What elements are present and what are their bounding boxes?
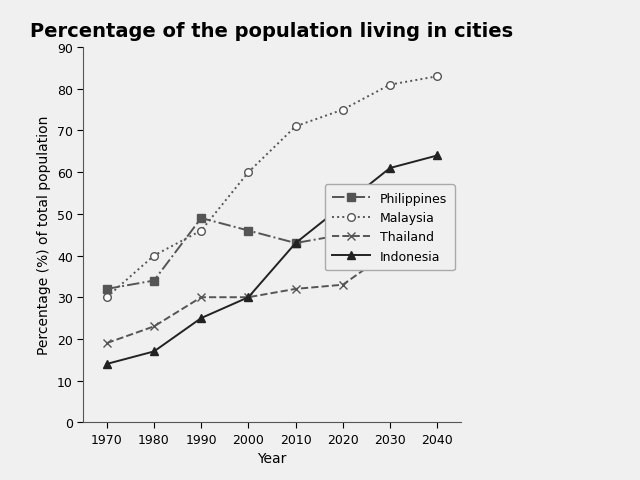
Philippines [244,228,252,234]
Line: Malaysia: Malaysia [103,73,441,301]
Philippines [386,207,394,213]
Philippines [339,232,347,238]
Malaysia [244,170,252,176]
Thailand [150,324,158,330]
Indonesia [339,203,347,209]
Line: Indonesia: Indonesia [103,152,441,368]
Legend: Philippines, Malaysia, Thailand, Indonesia: Philippines, Malaysia, Thailand, Indones… [324,185,454,271]
Philippines [433,187,441,192]
Thailand [244,295,252,300]
Thailand [433,212,441,217]
Indonesia [150,349,158,355]
Thailand [386,249,394,255]
Philippines [150,278,158,284]
Malaysia [150,253,158,259]
X-axis label: Year: Year [257,451,287,465]
Indonesia [292,240,300,246]
Thailand [197,295,205,300]
Indonesia [197,315,205,321]
Philippines [103,287,111,292]
Thailand [292,287,300,292]
Malaysia [433,74,441,80]
Indonesia [386,166,394,171]
Malaysia [339,108,347,113]
Y-axis label: Percentage (%) of total population: Percentage (%) of total population [37,116,51,355]
Thailand [339,282,347,288]
Line: Philippines: Philippines [103,186,441,293]
Philippines [197,216,205,221]
Line: Thailand: Thailand [103,211,441,347]
Indonesia [433,153,441,159]
Malaysia [386,83,394,88]
Indonesia [103,361,111,367]
Philippines [292,240,300,246]
Malaysia [103,295,111,300]
Indonesia [244,295,252,300]
Malaysia [292,124,300,130]
Malaysia [197,228,205,234]
Title: Percentage of the population living in cities: Percentage of the population living in c… [31,22,513,41]
Thailand [103,340,111,346]
